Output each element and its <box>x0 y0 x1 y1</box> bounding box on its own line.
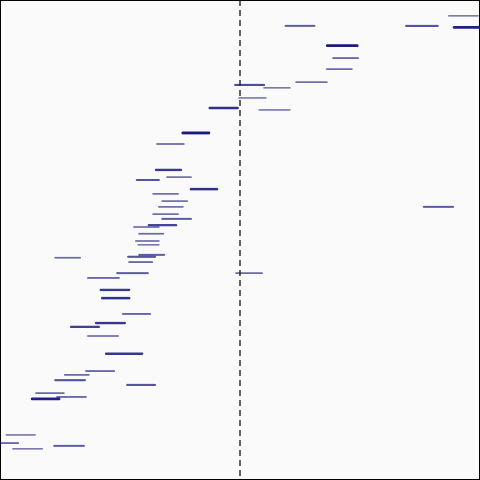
chart <box>0 0 480 480</box>
